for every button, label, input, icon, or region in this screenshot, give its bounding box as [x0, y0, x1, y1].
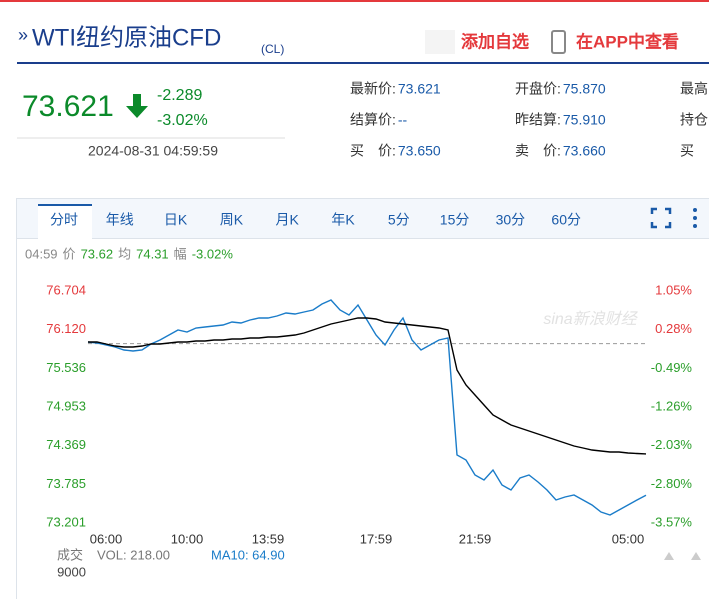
phone-icon [552, 31, 565, 53]
volume-label: 成交 [57, 547, 83, 562]
open-app[interactable]: 在APP中查看 [576, 31, 679, 51]
series-line [88, 300, 646, 515]
title-icon: » [18, 25, 28, 45]
field-label: 昨结算: [515, 112, 561, 128]
info-price-label: 价 [63, 246, 76, 261]
field-label: 最新价: [350, 81, 396, 97]
tab[interactable]: 年K [331, 212, 355, 228]
field-label: 持仓 [680, 112, 708, 128]
field-label: 结算价: [350, 112, 396, 128]
y2-tick-label: 1.05% [655, 282, 692, 297]
chart: sina新浪财经 76.704 76.120 75.536 74.953 74.369 73… [46, 282, 692, 546]
volume-value: VOL: 218.00 [97, 547, 170, 562]
volume-tick: 9000 [57, 564, 86, 579]
add-watchlist[interactable]: 添加自选 [461, 31, 529, 51]
tab[interactable]: 30分 [496, 212, 526, 228]
y2-tick-label: 0.28% [655, 321, 692, 336]
info-avg-label: 均 [118, 246, 131, 261]
watermark: sina新浪财经 [543, 310, 638, 328]
ma10: MA10: 64.90 [211, 547, 285, 562]
top-bar [0, 0, 709, 2]
info-amp-label: 幅 [174, 246, 187, 261]
y-tick-label: 75.536 [46, 360, 86, 375]
placeholder [425, 30, 455, 54]
y2-tick-label: -3.57% [651, 514, 693, 529]
y2-tick-label: -1.26% [651, 398, 693, 413]
y-tick-label: 74.953 [46, 398, 86, 413]
more-icon[interactable] [693, 208, 697, 228]
field-value: 75.870 [563, 81, 606, 97]
tab[interactable]: 周K [220, 212, 244, 228]
field-value: 73.650 [398, 143, 441, 159]
x-tick-label: 21:59 [459, 531, 492, 546]
scroll-arrows[interactable] [664, 552, 701, 560]
x-tick-label: 17:59 [360, 531, 393, 546]
y2-tick-label: -2.03% [651, 437, 693, 452]
tab[interactable]: 分时 [50, 212, 78, 228]
y-tick-label: 76.120 [46, 321, 86, 336]
active-tab-bar [38, 204, 92, 206]
y-tick-label: 73.785 [46, 476, 86, 491]
y-tick-label: 73.201 [46, 514, 86, 529]
field-value: -- [398, 112, 408, 128]
y2-tick-label: -0.49% [651, 360, 693, 375]
field-label: 买 价: [350, 143, 396, 159]
info-time: 04:59 [25, 246, 58, 261]
down-arrow [126, 94, 148, 118]
tab[interactable]: 日K [164, 212, 188, 228]
timestamp: 2024-08-31 04:59:59 [88, 143, 218, 159]
series-line [88, 318, 646, 454]
change: -2.289 [157, 87, 202, 104]
y-tick-label: 76.704 [46, 282, 86, 297]
y2-tick-label: -2.80% [651, 476, 693, 491]
tab[interactable]: 5分 [388, 212, 410, 228]
field-value: 73.621 [398, 81, 441, 97]
info-avg: 74.31 [136, 246, 169, 261]
header-rule [17, 62, 709, 64]
price: 73.621 [22, 90, 114, 123]
x-tick-label: 06:00 [90, 531, 123, 546]
x-tick-label: 10:00 [171, 531, 204, 546]
tab[interactable]: 月K [276, 212, 300, 228]
field-label: 卖 价: [515, 143, 561, 159]
x-tick-label: 13:59 [252, 531, 285, 546]
code: (CL) [261, 42, 284, 56]
change-pct: -3.02% [157, 112, 208, 129]
field-label: 开盘价: [515, 81, 561, 97]
x-tick-label: 05:00 [612, 531, 645, 546]
field-label: 买 [680, 143, 694, 159]
tab[interactable]: 60分 [551, 212, 581, 228]
info-price: 73.62 [81, 246, 114, 261]
info-line: 04:59 价 73.62 均 74.31 幅 -3.02% [25, 246, 233, 261]
field-value: 75.910 [563, 112, 606, 128]
tab[interactable]: 15分 [440, 212, 470, 228]
field-value: 73.660 [563, 143, 606, 159]
info-amp: -3.02% [192, 246, 234, 261]
title: WTI纽约原油CFD [32, 24, 221, 51]
y-tick-label: 74.369 [46, 437, 86, 452]
field-label: 最高 [680, 81, 708, 97]
tab[interactable]: 年线 [106, 212, 134, 228]
